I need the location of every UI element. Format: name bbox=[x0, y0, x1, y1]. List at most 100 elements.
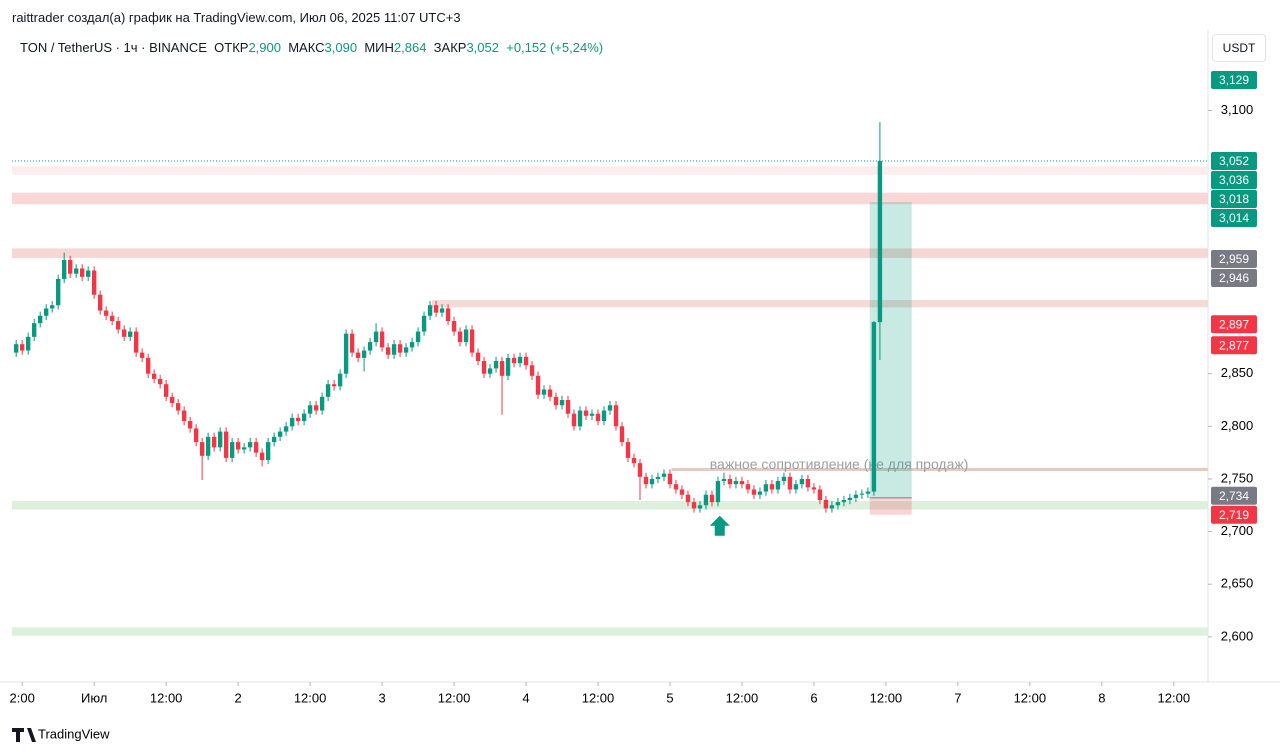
currency-button[interactable]: USDT bbox=[1212, 34, 1266, 62]
position-stop bbox=[869, 497, 912, 515]
candle-body bbox=[817, 489, 823, 500]
candle-body bbox=[571, 413, 577, 427]
y-tick-label: 2,750 bbox=[1221, 470, 1254, 485]
legend-line: TON / TetherUS · 1ч · BINANCE ОТКР2,900 … bbox=[20, 40, 603, 55]
candle-body bbox=[805, 478, 811, 488]
candle-body bbox=[313, 405, 319, 411]
candle-body bbox=[649, 478, 655, 485]
price-label: 3,052 bbox=[1219, 154, 1249, 168]
candle-body bbox=[463, 329, 469, 343]
candle-body bbox=[193, 428, 199, 443]
price-label: 3,014 bbox=[1219, 211, 1249, 225]
candle-body bbox=[529, 365, 535, 376]
candle-body bbox=[715, 481, 721, 503]
price-label: 2,946 bbox=[1219, 271, 1249, 285]
candle-body bbox=[643, 476, 649, 485]
candle-body bbox=[337, 373, 343, 387]
candle-body bbox=[835, 502, 841, 506]
candle-body bbox=[691, 502, 697, 509]
candle-body bbox=[385, 347, 391, 355]
candle-body bbox=[295, 417, 301, 422]
candle-body bbox=[583, 410, 589, 416]
candle-body bbox=[241, 447, 247, 450]
candle-body bbox=[451, 321, 457, 332]
candle-body bbox=[781, 476, 787, 482]
candle-body bbox=[169, 396, 175, 404]
candle-body bbox=[853, 494, 859, 498]
candle-body bbox=[49, 305, 55, 309]
level-zone bbox=[12, 627, 1208, 636]
candle-body bbox=[271, 436, 277, 443]
price-label-box bbox=[1211, 315, 1257, 334]
candle-body bbox=[523, 356, 529, 366]
price-label-box bbox=[1211, 505, 1257, 524]
candle-body bbox=[631, 457, 637, 464]
candle-body bbox=[103, 310, 109, 316]
price-label-box bbox=[1211, 249, 1257, 268]
price-label: 2,877 bbox=[1219, 338, 1249, 352]
candle-body bbox=[751, 489, 757, 495]
candle-body bbox=[619, 426, 625, 443]
candle-body bbox=[319, 396, 325, 411]
level-zone bbox=[12, 192, 1208, 205]
price-label-box bbox=[1211, 209, 1257, 228]
x-tick-label: 12:00 bbox=[870, 690, 903, 705]
candle-body bbox=[61, 260, 67, 279]
candle-body bbox=[841, 500, 847, 503]
candle-body bbox=[403, 347, 409, 353]
candle-body bbox=[31, 323, 37, 337]
candle-body bbox=[577, 410, 583, 427]
candle-body bbox=[79, 268, 85, 277]
candle-body bbox=[625, 442, 631, 458]
candle-body bbox=[25, 336, 31, 351]
candle-body bbox=[127, 331, 133, 337]
candle-body bbox=[91, 270, 97, 295]
candle-body bbox=[511, 357, 517, 364]
candle-body bbox=[175, 403, 181, 411]
candle-body bbox=[811, 487, 817, 490]
candle-body bbox=[151, 373, 157, 379]
candle-body bbox=[541, 389, 547, 395]
candle-body bbox=[739, 481, 745, 485]
x-tick-label: 12:00 bbox=[438, 690, 471, 705]
candle-body bbox=[457, 331, 463, 343]
level-zone bbox=[12, 248, 1208, 258]
x-tick-label: 12:00 bbox=[582, 690, 615, 705]
candle-body bbox=[439, 308, 445, 313]
candle-body bbox=[655, 476, 661, 479]
candle-body bbox=[283, 426, 289, 432]
candle-body bbox=[139, 352, 145, 358]
candle-body bbox=[607, 405, 613, 411]
candle-body bbox=[661, 473, 667, 477]
price-label: 2,959 bbox=[1219, 252, 1249, 266]
candle-body bbox=[487, 368, 493, 374]
candle-body bbox=[181, 410, 187, 422]
candle-body bbox=[517, 356, 523, 364]
level-zone bbox=[12, 166, 1208, 175]
ohlc-label: ОТКР bbox=[214, 40, 249, 55]
candle-body bbox=[493, 361, 499, 369]
candle-body bbox=[475, 352, 481, 362]
x-tick-label: 6 bbox=[810, 690, 817, 705]
y-tick-label: 2,650 bbox=[1221, 576, 1254, 591]
candle-body bbox=[799, 478, 805, 485]
candle-body bbox=[343, 333, 349, 374]
candle-body bbox=[289, 417, 295, 427]
candle-body bbox=[703, 494, 709, 506]
ohlc-label: МИН bbox=[364, 40, 394, 55]
candle-body bbox=[469, 329, 475, 353]
candle-body bbox=[55, 278, 61, 306]
ohlc-value: 3,052 bbox=[466, 40, 499, 55]
price-label-box bbox=[1211, 190, 1257, 209]
ohlc-value: 2,864 bbox=[393, 40, 427, 55]
candle-body bbox=[547, 389, 553, 397]
candle-body bbox=[109, 315, 115, 322]
candle-body bbox=[553, 396, 559, 406]
candle-body bbox=[307, 405, 313, 414]
candle-body bbox=[229, 442, 235, 458]
candle-body bbox=[355, 352, 361, 358]
candle-body bbox=[157, 378, 163, 385]
price-label: 2,719 bbox=[1219, 508, 1249, 522]
